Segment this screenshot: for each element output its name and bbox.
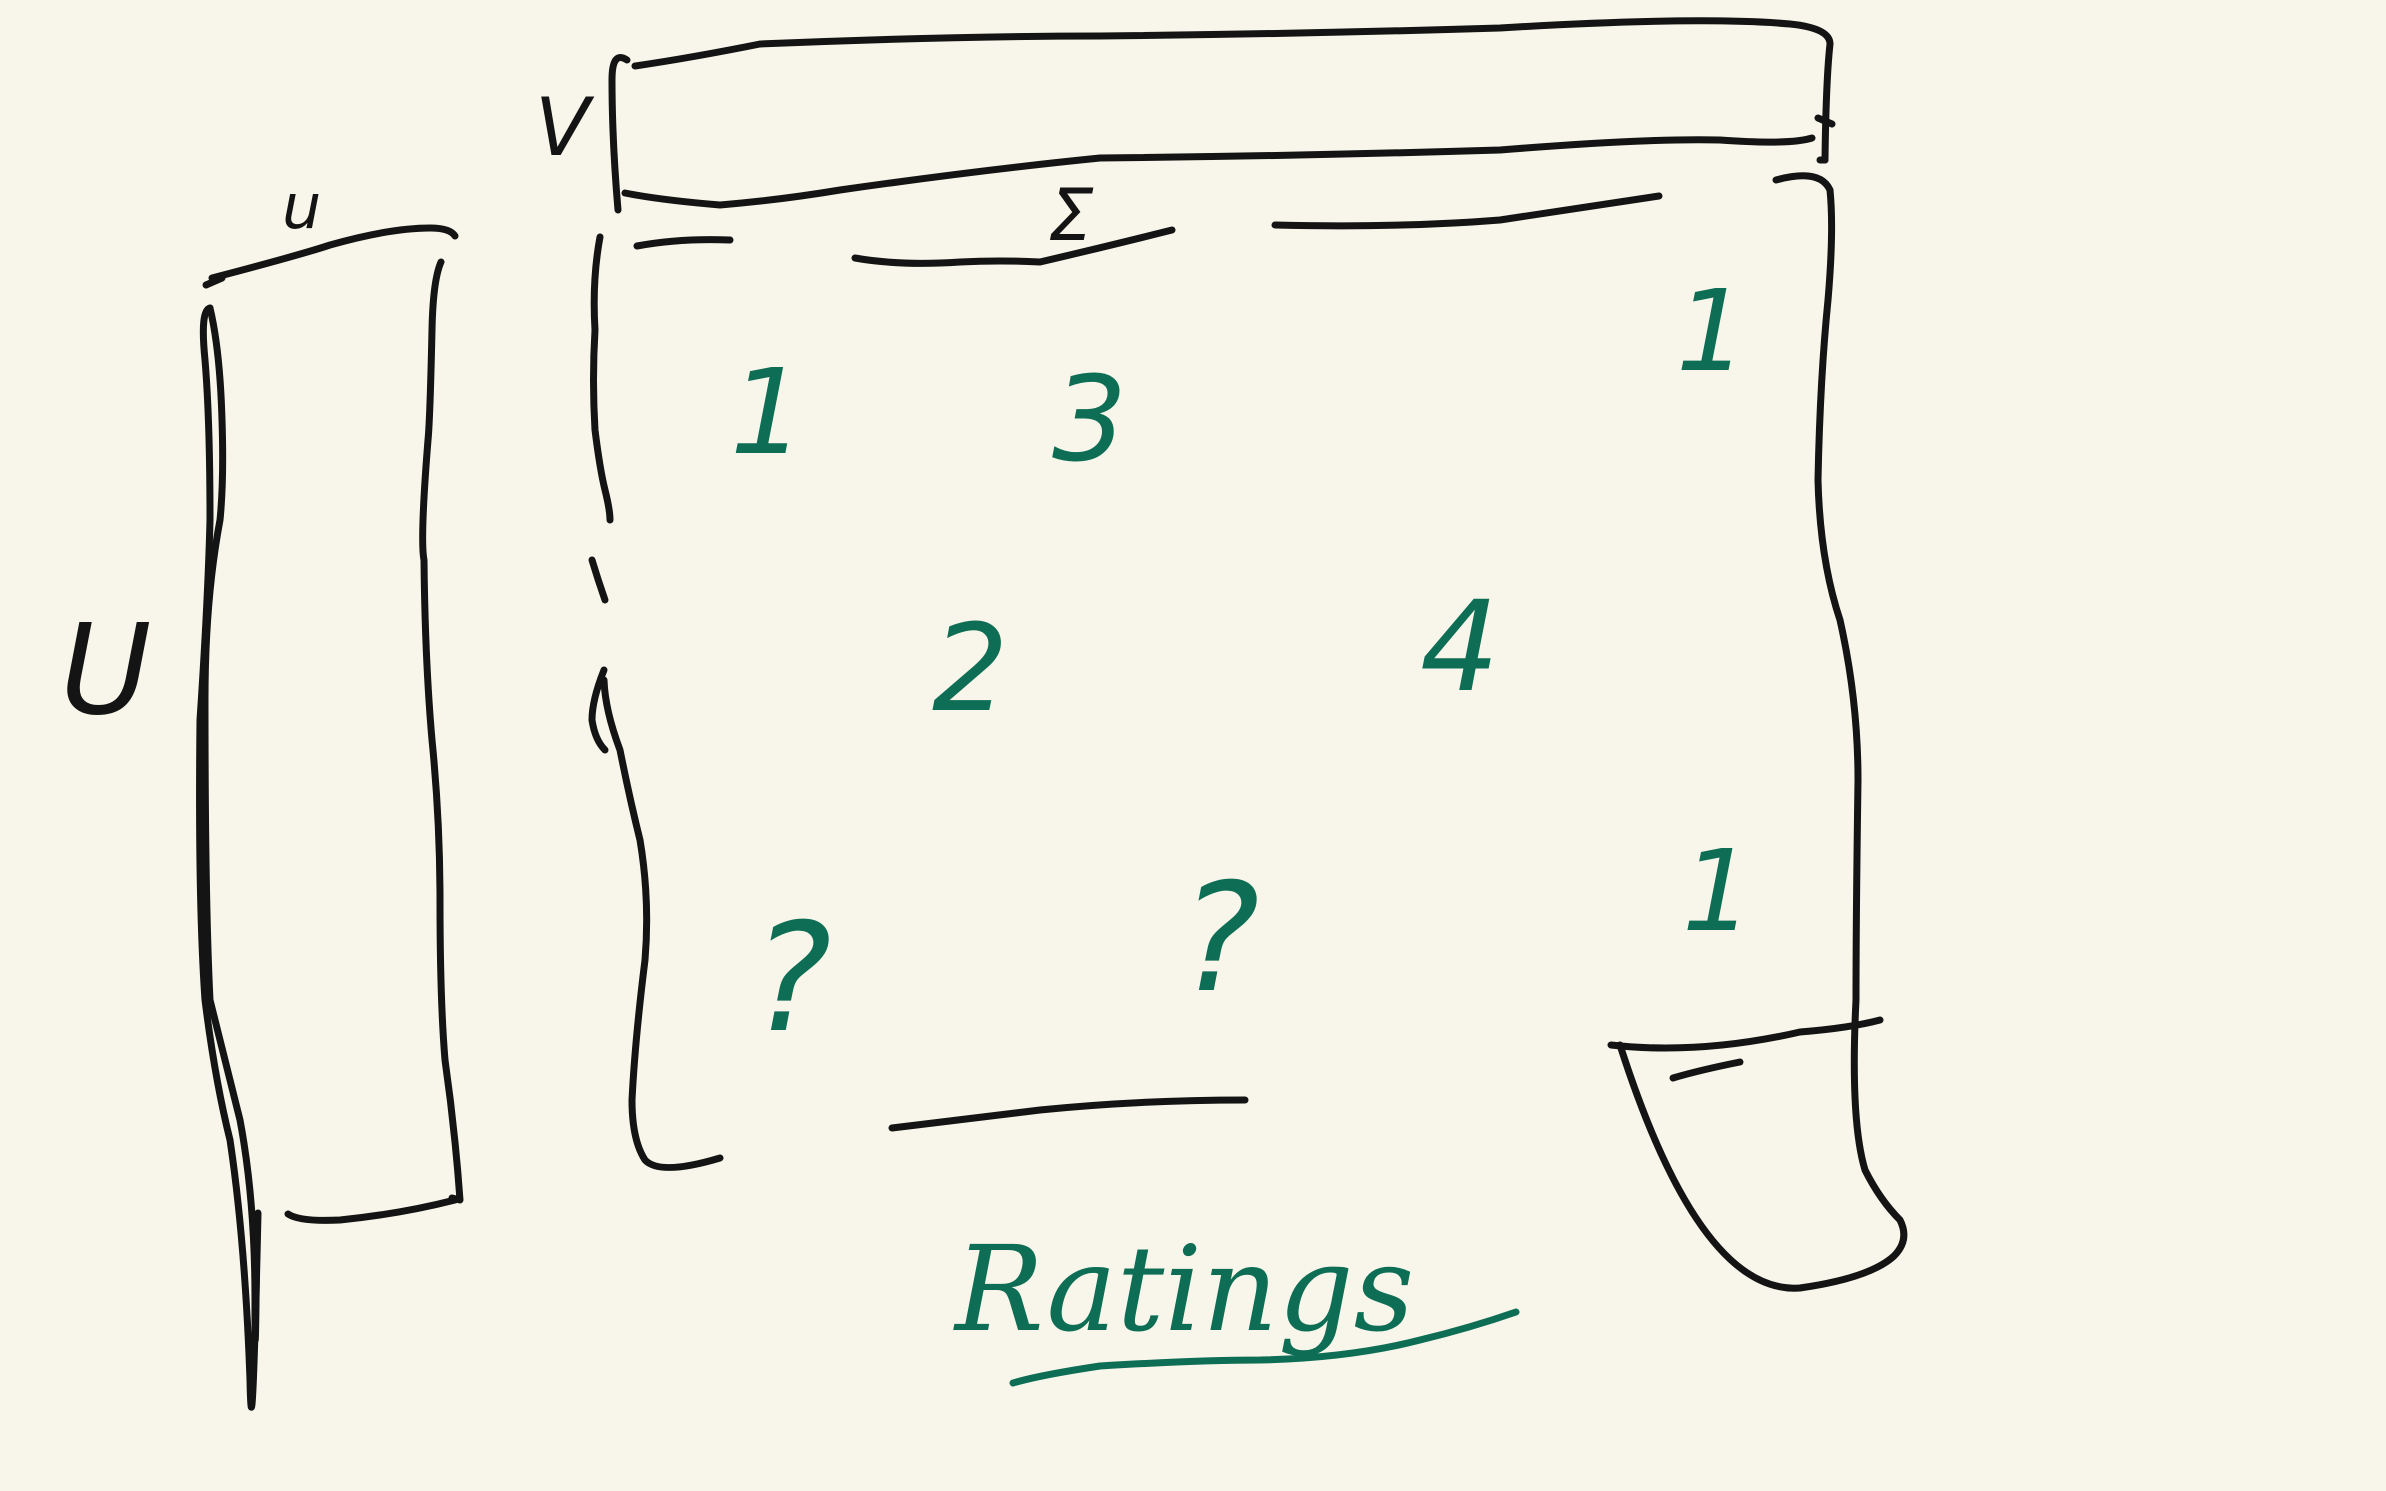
- rating-entry-r1c1: 1: [730, 343, 805, 481]
- ratings-matrix-sketch: [588, 172, 1908, 1292]
- u-matrix-label: U: [60, 598, 152, 743]
- u-matrix-sketch: [196, 224, 464, 1411]
- v-matrix-sketch: [608, 17, 1836, 214]
- rating-entry-r1c4: 1: [1676, 267, 1747, 397]
- rating-entry-r2c2: 2: [932, 600, 1008, 739]
- rating-entry-r3c2: ?: [1180, 852, 1260, 1026]
- rating-entry-r2c3: 4: [1420, 575, 1500, 720]
- v-matrix-label: V: [535, 81, 595, 174]
- sigma-label: Σ: [1048, 173, 1094, 257]
- rating-entry-r3c4: 1: [1682, 827, 1753, 957]
- ratings-entries: 1 3 1 2 4 ? ? 1: [730, 267, 1753, 1066]
- rating-entry-r1c2: 3: [1052, 350, 1127, 488]
- matrix-title-underline: [1009, 1308, 1520, 1387]
- matrix-title: Ratings: [953, 1220, 1414, 1358]
- u-small-label: u: [282, 170, 321, 243]
- rating-entry-r3c1: ?: [752, 892, 832, 1066]
